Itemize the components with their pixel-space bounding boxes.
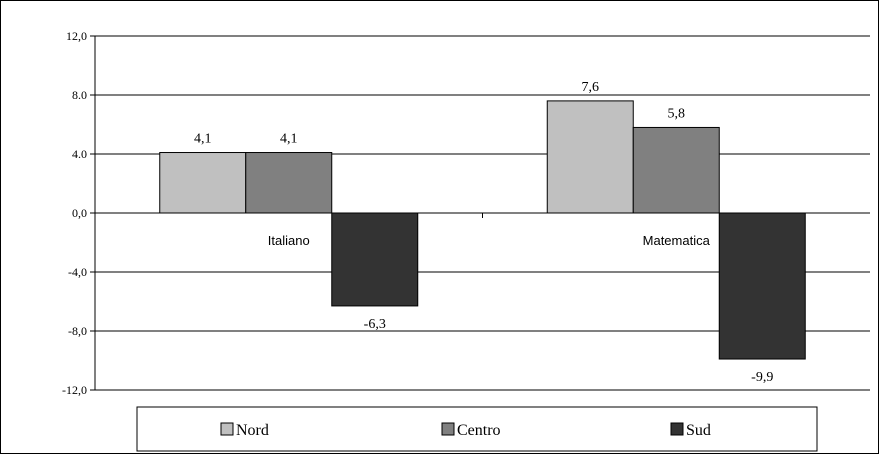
bar-centro-matematica (632, 126, 720, 214)
y-tick-label: -12,0 (62, 383, 87, 397)
category-label: Italiano (268, 233, 310, 248)
data-label-nord-matematica: 7,6 (582, 80, 600, 95)
legend-label: Centro (457, 422, 501, 439)
data-label-centro-matematica: 5,8 (668, 106, 686, 121)
data-label-sud-italiano: -6,3 (364, 317, 386, 332)
y-tick-label: 0,0 (72, 206, 87, 220)
bar-centro-italiano (245, 152, 333, 214)
bar-nord-matematica (546, 100, 634, 214)
legend-swatch (441, 422, 455, 436)
bar-nord-italiano (159, 152, 247, 214)
data-label-centro-italiano: 4,1 (280, 132, 298, 147)
category-labels: Italiano Matematica (268, 233, 711, 248)
category-label: Matematica (643, 233, 711, 248)
legend-label: Nord (236, 422, 269, 439)
data-labels: 4,1 4,1 -6,3 7,6 5,8 -9,9 (194, 80, 773, 385)
bars (159, 100, 806, 360)
bar-sud-matematica (718, 212, 806, 360)
legend-swatch (220, 422, 234, 436)
legend-swatch (670, 422, 684, 436)
legend-label: Sud (686, 422, 711, 439)
y-tick-label: -4,0 (68, 265, 87, 279)
legend-box (136, 406, 818, 452)
y-tick-label: 8.0 (72, 88, 87, 102)
bar-sud-italiano (331, 212, 419, 307)
data-label-sud-matematica: -9,9 (751, 370, 773, 385)
data-label-nord-italiano: 4,1 (194, 132, 212, 147)
y-axis: 12,0 8.0 4.0 0,0 -4,0 -8,0 -12,0 (62, 29, 483, 397)
legend: Nord Centro Sud (136, 406, 818, 452)
y-tick-label: 4.0 (72, 147, 87, 161)
y-tick-label: 12,0 (66, 29, 87, 43)
y-tick-label: -8,0 (68, 324, 87, 338)
